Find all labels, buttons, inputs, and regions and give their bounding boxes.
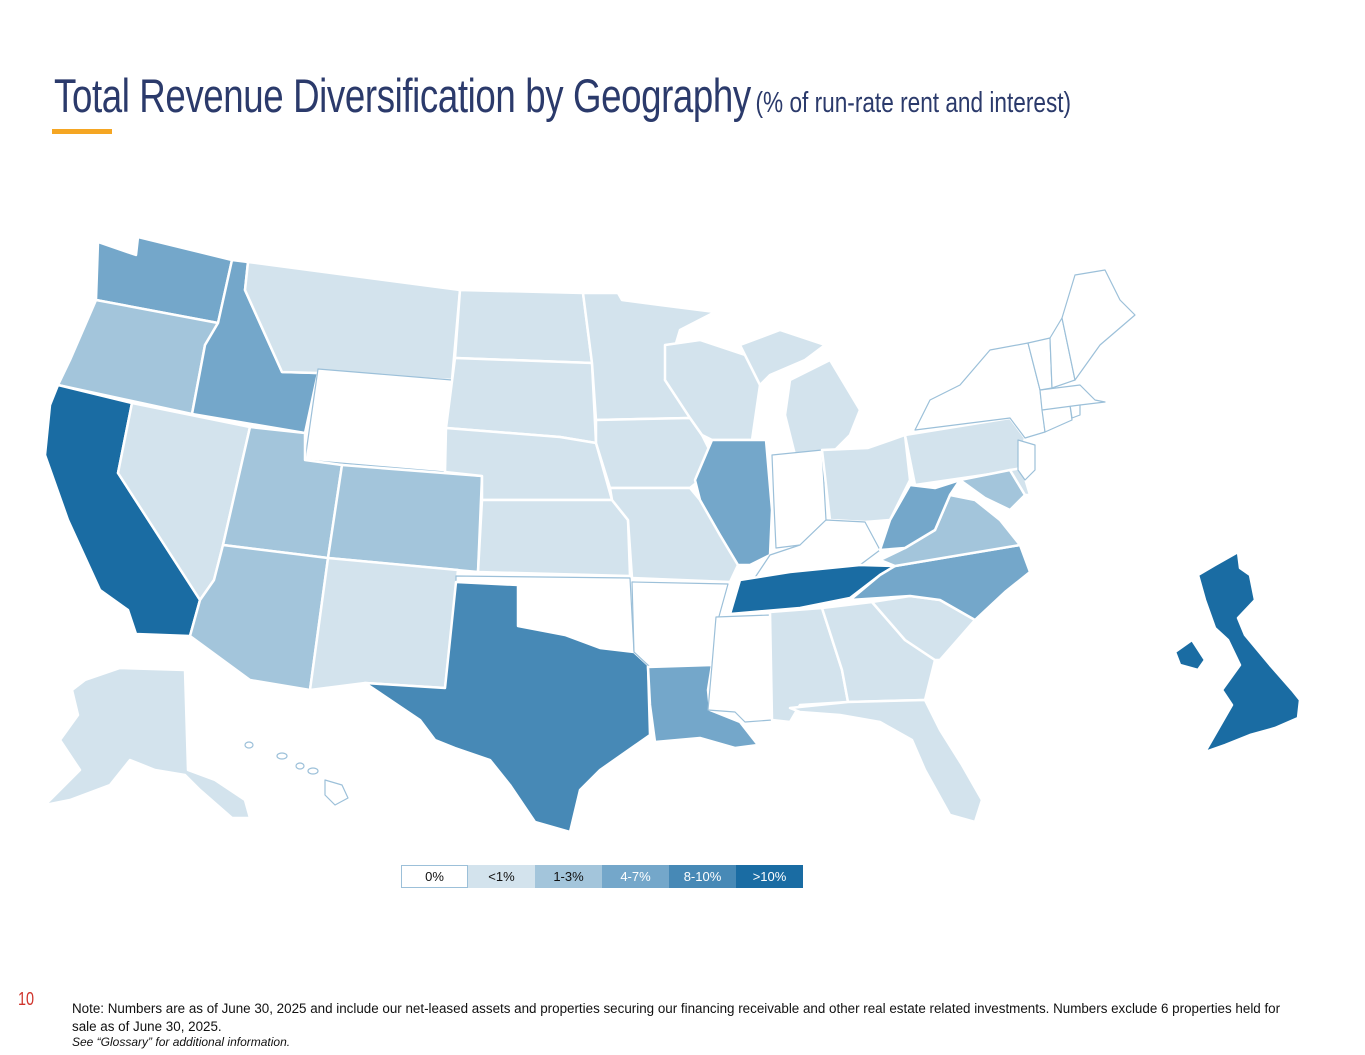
- state-nd: [453, 288, 594, 365]
- state-il: [693, 438, 774, 567]
- legend-item: 4-7%: [602, 865, 669, 888]
- state-fl: [788, 698, 984, 824]
- state-hi: [244, 741, 349, 806]
- region-uk: [1173, 550, 1302, 754]
- legend-item: 8-10%: [669, 865, 736, 888]
- map-legend: 0% <1% 1-3% 4-7% 8-10% >10%: [401, 865, 803, 888]
- state-wy: [304, 368, 453, 473]
- legend-item: >10%: [736, 865, 803, 888]
- legend-item: <1%: [468, 865, 535, 888]
- state-la: [646, 663, 760, 750]
- state-mn: [581, 291, 717, 422]
- state-mi: [738, 328, 862, 457]
- page-title: Total Revenue Diversification by Geograp…: [54, 68, 1071, 123]
- state-nm: [308, 556, 460, 692]
- state-md: [958, 468, 1027, 512]
- state-nc: [848, 543, 1032, 622]
- state-me: [1061, 269, 1136, 381]
- state-ks: [476, 498, 632, 578]
- glossary-note: See “Glossary” for additional informatio…: [72, 1035, 291, 1049]
- state-ia: [594, 416, 714, 490]
- state-ma: [1039, 384, 1106, 411]
- title-accent-bar: [52, 129, 112, 134]
- legend-item: 0%: [401, 865, 468, 888]
- title-main: Total Revenue Diversification by Geograp…: [54, 69, 751, 122]
- footnote: Note: Numbers are as of June 30, 2025 an…: [72, 1001, 1281, 1034]
- state-tx: [363, 580, 652, 834]
- page-number: 10: [18, 989, 35, 1009]
- state-ak: [43, 666, 252, 820]
- legend-item: 1-3%: [535, 865, 602, 888]
- state-mt: [243, 260, 462, 382]
- state-ms: [707, 614, 773, 723]
- state-nj: [1017, 439, 1036, 481]
- state-co: [326, 463, 484, 574]
- title-subtitle: (% of run-rate rent and interest): [755, 87, 1072, 119]
